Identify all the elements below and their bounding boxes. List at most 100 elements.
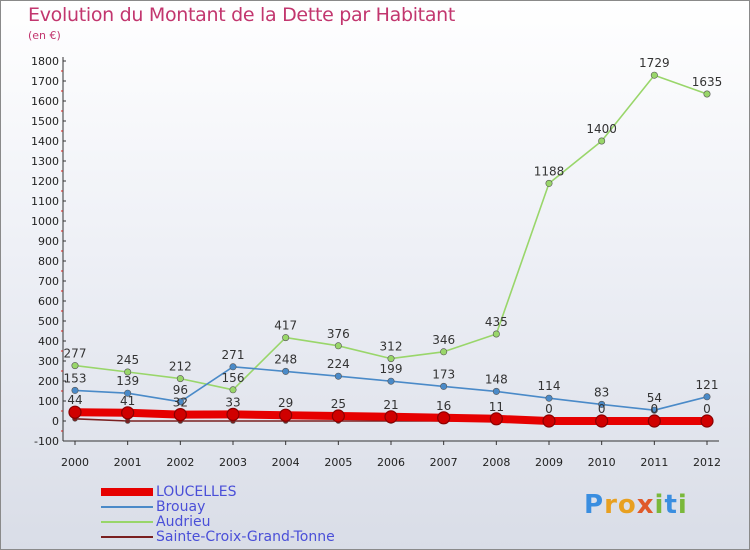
logo-letter: i bbox=[677, 490, 688, 520]
data-point-2 bbox=[703, 90, 711, 98]
y-minor-tick bbox=[61, 390, 63, 392]
y-minor-tick bbox=[61, 130, 63, 132]
data-label: 25 bbox=[331, 397, 346, 411]
logo-letter: P bbox=[584, 490, 605, 520]
x-tick-label: 2011 bbox=[640, 456, 668, 469]
x-tick-label: 2012 bbox=[693, 456, 721, 469]
y-minor-tick bbox=[61, 190, 63, 192]
data-label: 96 bbox=[173, 383, 188, 397]
data-point-loucelles bbox=[68, 405, 82, 419]
data-point-1 bbox=[598, 400, 606, 408]
data-point-loucelles bbox=[384, 410, 398, 424]
x-tick-label: 2009 bbox=[535, 456, 563, 469]
data-point-1 bbox=[492, 387, 500, 395]
x-tick-label: 2004 bbox=[272, 456, 300, 469]
data-label: 114 bbox=[538, 379, 561, 393]
y-tick-label: 1700 bbox=[31, 75, 59, 88]
y-tick-label: 1200 bbox=[31, 175, 59, 188]
proxiti-logo: Proxiti bbox=[584, 490, 688, 520]
y-minor-tick bbox=[61, 430, 63, 432]
data-point-1 bbox=[176, 398, 184, 406]
y-tick-label: 600 bbox=[38, 295, 59, 308]
data-point-2 bbox=[492, 330, 500, 338]
y-minor-tick bbox=[61, 270, 63, 272]
data-point-loucelles bbox=[331, 409, 345, 423]
y-tick-label: 900 bbox=[38, 235, 59, 248]
data-label: 54 bbox=[647, 391, 662, 405]
y-minor-tick bbox=[61, 110, 63, 112]
data-label: 245 bbox=[116, 353, 139, 367]
data-label: 32 bbox=[173, 396, 188, 410]
legend-swatch bbox=[101, 521, 153, 523]
data-point-2 bbox=[229, 386, 237, 394]
data-point-2 bbox=[650, 71, 658, 79]
data-point-1 bbox=[703, 393, 711, 401]
data-label: 277 bbox=[64, 347, 87, 361]
data-label: 212 bbox=[169, 360, 192, 374]
x-tick-label: 2002 bbox=[166, 456, 194, 469]
data-point-2 bbox=[124, 368, 132, 376]
x-tick-label: 2005 bbox=[324, 456, 352, 469]
data-point-1 bbox=[229, 363, 237, 371]
data-label: 435 bbox=[485, 315, 508, 329]
y-tick-label: 1600 bbox=[31, 95, 59, 108]
y-minor-tick bbox=[61, 410, 63, 412]
y-tick-label: 1800 bbox=[31, 55, 59, 68]
data-label: 248 bbox=[274, 352, 297, 366]
y-tick-label: 800 bbox=[38, 255, 59, 268]
data-label: 417 bbox=[274, 319, 297, 333]
y-tick-label: 1400 bbox=[31, 135, 59, 148]
x-tick-label: 2001 bbox=[114, 456, 142, 469]
data-point-loucelles bbox=[121, 406, 135, 420]
data-label: 156 bbox=[222, 371, 245, 385]
data-label: 21 bbox=[383, 398, 398, 412]
x-tick-label: 2007 bbox=[430, 456, 458, 469]
y-tick-label: 100 bbox=[38, 395, 59, 408]
data-label: 0 bbox=[598, 402, 606, 416]
y-minor-tick bbox=[61, 330, 63, 332]
data-point-2 bbox=[176, 375, 184, 383]
data-point-2 bbox=[545, 179, 553, 187]
data-point-2 bbox=[71, 362, 79, 370]
logo-letter: r bbox=[604, 490, 618, 520]
chart-subtitle: (en €) bbox=[28, 29, 61, 42]
x-tick-label: 2003 bbox=[219, 456, 247, 469]
data-point-2 bbox=[387, 355, 395, 363]
y-minor-tick bbox=[61, 310, 63, 312]
y-tick-label: 1100 bbox=[31, 195, 59, 208]
data-point-2 bbox=[598, 137, 606, 145]
data-label: 121 bbox=[696, 378, 719, 392]
data-point-loucelles bbox=[647, 414, 661, 428]
y-tick-label: 300 bbox=[38, 355, 59, 368]
y-minor-tick bbox=[61, 210, 63, 212]
data-point-loucelles bbox=[279, 408, 293, 422]
data-label: 1400 bbox=[586, 122, 617, 136]
legend-label: Brouay bbox=[156, 499, 206, 515]
data-label: 16 bbox=[436, 399, 451, 413]
data-label: 41 bbox=[120, 394, 135, 408]
y-minor-tick bbox=[61, 250, 63, 252]
data-point-1 bbox=[282, 367, 290, 375]
data-label: 11 bbox=[489, 400, 504, 414]
data-point-1 bbox=[71, 386, 79, 394]
y-minor-tick bbox=[61, 230, 63, 232]
legend-swatch bbox=[101, 536, 153, 538]
legend-swatch bbox=[101, 488, 153, 496]
y-tick-label: 200 bbox=[38, 375, 59, 388]
y-minor-tick bbox=[61, 70, 63, 72]
data-point-loucelles bbox=[489, 412, 503, 426]
legend-label: LOUCELLES bbox=[156, 484, 237, 500]
x-tick-label: 2000 bbox=[61, 456, 89, 469]
y-tick-label: 1000 bbox=[31, 215, 59, 228]
data-point-loucelles bbox=[437, 411, 451, 425]
data-label: 1729 bbox=[639, 56, 670, 70]
data-label: 1635 bbox=[692, 75, 723, 89]
data-point-loucelles bbox=[595, 414, 609, 428]
y-tick-label: 500 bbox=[38, 315, 59, 328]
data-point-1 bbox=[124, 389, 132, 397]
data-point-1 bbox=[334, 372, 342, 380]
y-tick-label: 1500 bbox=[31, 115, 59, 128]
data-label: 139 bbox=[116, 374, 139, 388]
